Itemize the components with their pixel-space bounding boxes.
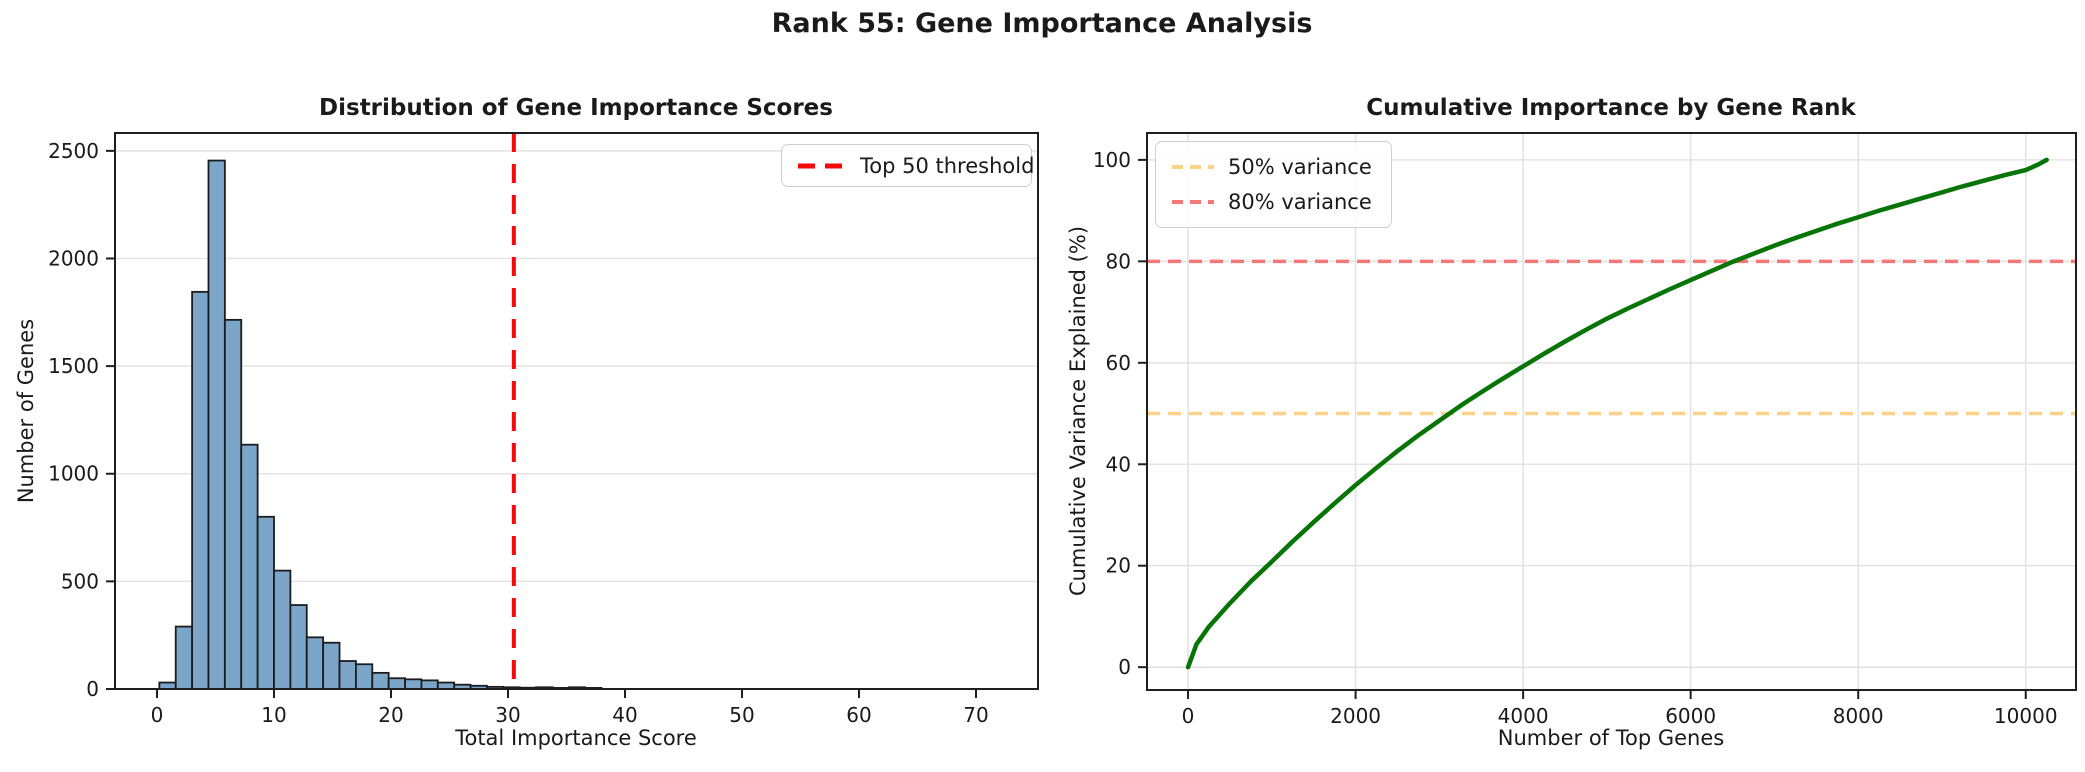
histogram-legend: Top 50 threshold [781,144,1034,187]
cumulative-legend: 50% variance 80% variance [1155,141,1392,228]
axes-spines [1146,132,2077,691]
x-tick-label: 20 [378,703,403,727]
x-tick-label: 8000 [1833,704,1884,728]
histogram-bar [354,663,374,690]
histogram-bar [273,569,292,690]
histogram-bar [174,625,194,690]
histogram-bar [420,679,439,690]
x-tick-label: 10 [261,703,286,727]
x-tick-label: 60 [846,703,871,727]
x-tick-label: 4000 [1498,704,1549,728]
y-tick-label: 20 [1106,554,1131,578]
cumulative-curve [1185,157,2049,670]
histogram-bar [322,641,341,690]
y-tick-label: 1000 [48,462,99,486]
histogram-bar [207,159,226,690]
threshold-dash-icon [798,163,846,168]
x-tick-label: 6000 [1665,704,1716,728]
histogram-bar [371,671,390,690]
y-tick-label: 0 [86,677,99,701]
y-tick-label: 2000 [48,246,99,270]
variance-80-dash-icon [1172,200,1214,205]
x-tick-label: 70 [963,703,988,727]
axes-spines [114,132,1039,690]
y-tick-label: 100 [1093,148,1131,172]
variance-50-legend-label: 50% variance [1228,154,1372,179]
x-tick-label: 30 [495,703,520,727]
x-tick-label: 0 [151,703,164,727]
histogram-bar [404,678,423,690]
histogram-bar [240,443,259,690]
legend-row-50-variance: 50% variance [1172,149,1375,185]
y-tick-label: 0 [1118,655,1131,679]
cumulative-title: Cumulative Importance by Gene Rank [1366,95,1856,121]
histogram-title: Distribution of Gene Importance Scores [319,95,833,121]
legend-row-80-variance: 80% variance [1172,185,1375,221]
x-tick-label: 0 [1182,704,1195,728]
y-tick-label: 500 [61,569,99,593]
variance-80-legend-label: 80% variance [1228,190,1372,215]
histogram-bar [305,636,325,690]
histogram-bar [387,677,406,690]
y-tick-label: 80 [1106,249,1131,273]
histogram-bar [256,515,275,690]
x-tick-label: 40 [612,703,637,727]
y-tick-label: 2500 [48,139,99,163]
histogram-bar [289,604,308,690]
threshold-legend-label: Top 50 threshold [860,153,1035,178]
x-tick-label: 2000 [1330,704,1381,728]
variance-50-dash-icon [1172,164,1214,169]
histogram-bar [338,660,357,690]
x-tick-label: 50 [729,703,754,727]
y-tick-label: 40 [1106,452,1131,476]
x-tick-label: 10000 [1994,704,2058,728]
histogram-bar [191,290,210,690]
histogram-bar [223,318,243,690]
histogram-xlabel: Total Importance Score [455,726,697,750]
legend-row-threshold: Top 50 threshold [798,153,1034,179]
y-tick-label: 1500 [48,354,99,378]
cumulative-xlabel: Number of Top Genes [1497,726,1725,750]
y-tick-label: 60 [1106,351,1131,375]
figure-suptitle: Rank 55: Gene Importance Analysis [771,8,1313,39]
